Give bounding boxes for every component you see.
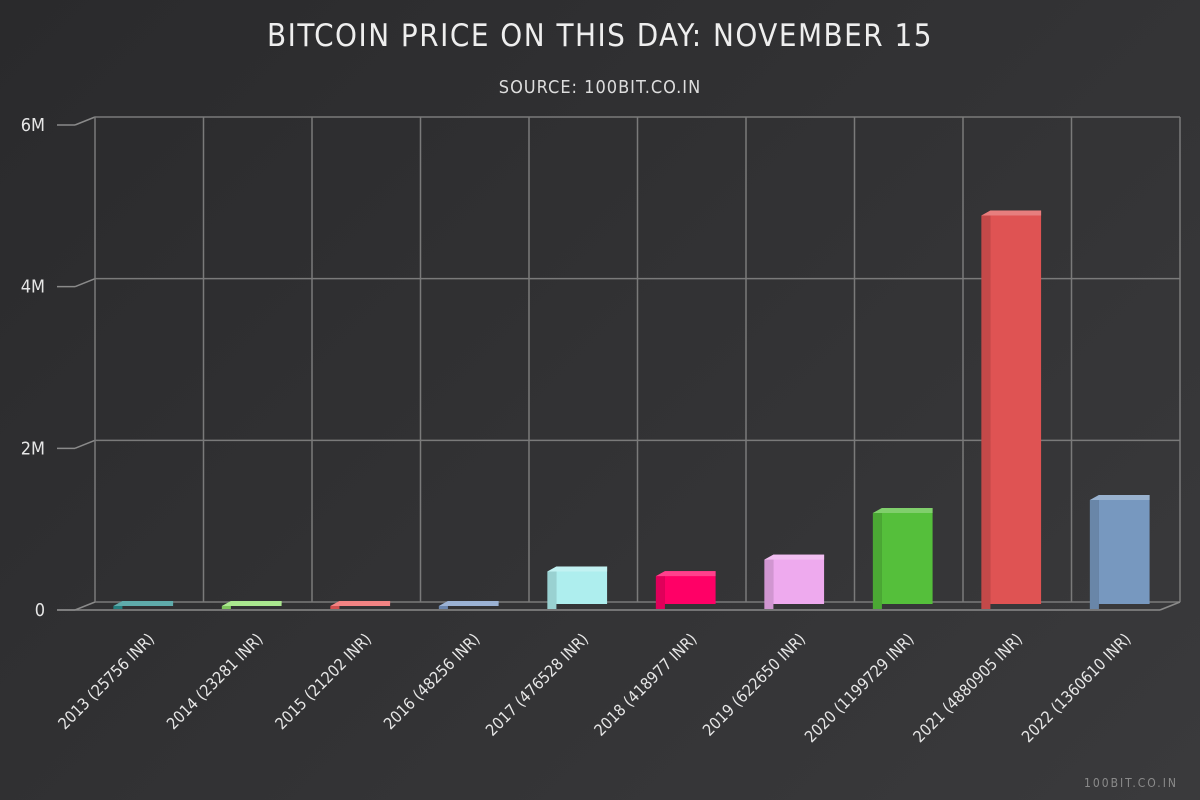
bar-edge	[872, 513, 882, 609]
chart-title: BITCOIN PRICE ON THIS DAY: NOVEMBER 15	[267, 18, 933, 54]
bar	[664, 571, 716, 604]
x-tick-label: 2014 (23281 INR)	[163, 629, 267, 733]
x-tick-label: 2013 (25756 INR)	[54, 629, 158, 733]
y-tick-depth	[74, 439, 96, 450]
bar-top	[655, 571, 716, 577]
x-tick-label: 2016 (48256 INR)	[380, 629, 484, 733]
bar	[881, 508, 933, 604]
chart-subtitle: SOURCE: 100BIT.CO.IN	[498, 77, 702, 98]
y-tick-depth	[74, 277, 96, 288]
bar-top	[438, 601, 499, 606]
y-tick-label: 4M	[21, 277, 45, 298]
x-tick-label: 2018 (418977 INR)	[590, 629, 700, 739]
bar	[556, 566, 608, 604]
bar-top	[330, 601, 391, 606]
bar-top	[764, 554, 825, 560]
bar	[773, 554, 825, 604]
y-tick-depth	[74, 116, 96, 126]
y-tick-depth	[74, 601, 96, 611]
x-tick-label: 2015 (21202 INR)	[271, 629, 375, 733]
x-tick-label: 2017 (476528 INR)	[482, 629, 592, 739]
y-tick-label: 0	[35, 600, 45, 621]
bar	[990, 210, 1042, 604]
bar-edge	[221, 606, 231, 609]
watermark: 100BIT.CO.IN	[1083, 776, 1178, 790]
bar-edge	[547, 571, 557, 609]
bar-top	[1089, 495, 1150, 501]
y-tick-label: 2M	[21, 438, 45, 459]
bar-top	[547, 566, 608, 572]
x-tick-label: 2019 (622650 INR)	[699, 629, 809, 739]
x-tick-label: 2022 (1360610 INR)	[1018, 629, 1135, 746]
bar-edge	[438, 606, 448, 609]
x-tick-label: 2020 (1199729 INR)	[801, 629, 918, 746]
bar-edge	[113, 606, 123, 609]
bar-edge	[764, 559, 774, 609]
y-tick-label: 6M	[21, 115, 45, 136]
bar-top	[872, 508, 933, 514]
bar-top	[113, 601, 174, 606]
bar-top	[981, 210, 1042, 216]
bar-edge	[330, 606, 340, 609]
bar-edge	[655, 576, 665, 609]
bar-top	[221, 601, 282, 606]
x-axis-depth	[1159, 601, 1181, 611]
bar	[1098, 495, 1150, 604]
bar-edge	[1089, 500, 1099, 609]
bar-edge	[981, 215, 991, 609]
x-tick-label: 2021 (4880905 INR)	[909, 629, 1026, 746]
